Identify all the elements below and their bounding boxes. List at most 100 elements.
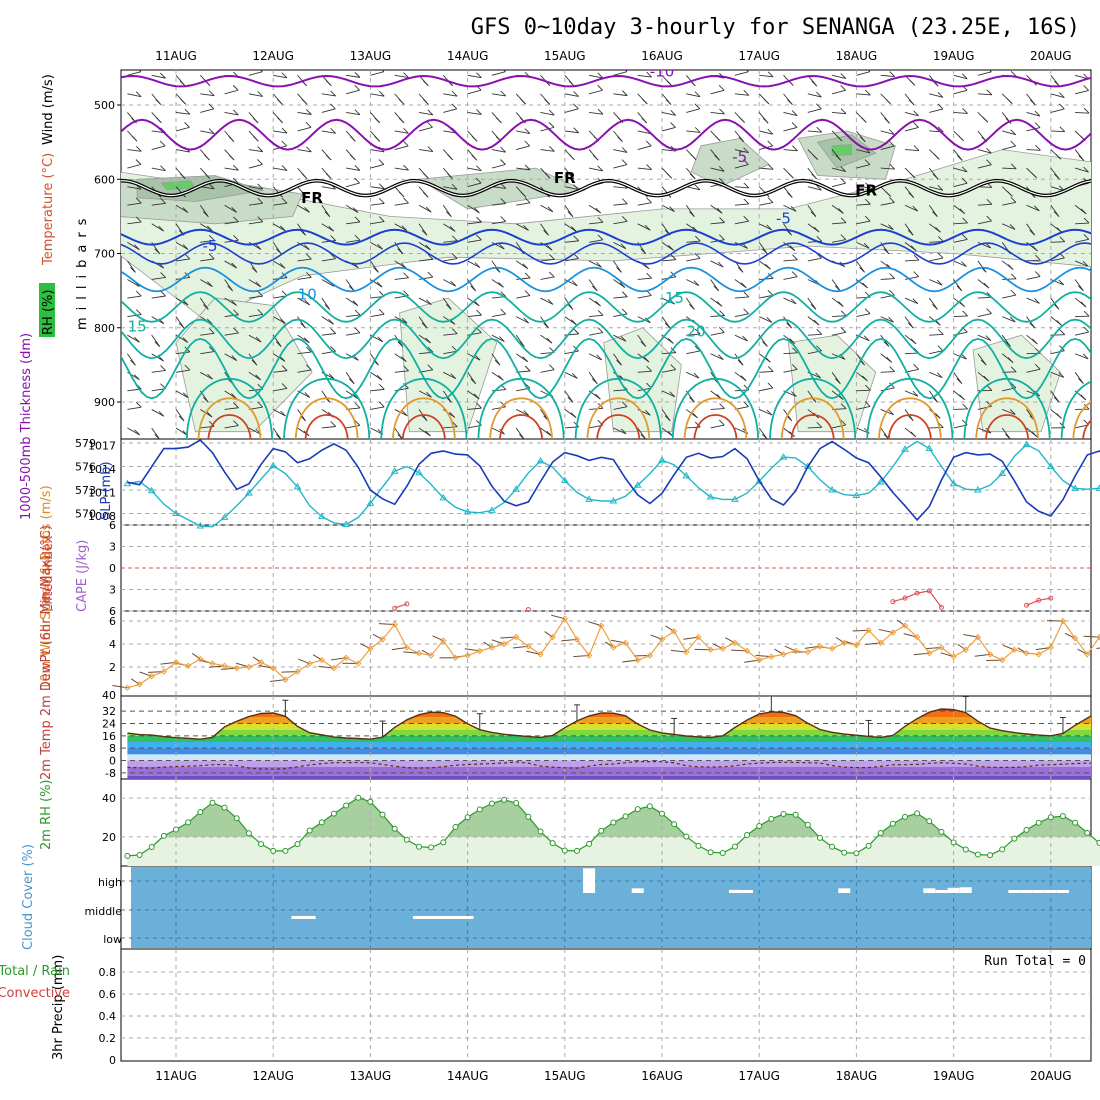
wind-barb-flag — [549, 254, 555, 260]
wind-barb-flag — [252, 136, 259, 142]
wind-barb — [758, 427, 768, 439]
wind-barb — [467, 177, 482, 188]
thickness-tick-label: 576 — [75, 461, 96, 474]
wind-barb-flag — [231, 355, 238, 361]
wind-barb-flag — [645, 140, 652, 147]
wind-barb-flag — [494, 359, 501, 366]
wind-barb-flag — [913, 254, 920, 261]
wind-barb-flag — [786, 229, 792, 236]
wind-speed-point — [1035, 651, 1042, 658]
wind-barb — [564, 235, 580, 243]
wind-barb — [783, 204, 797, 212]
rh2m-point — [330, 810, 337, 817]
wind-barb — [1050, 92, 1065, 98]
wind-barb-shaft — [807, 426, 822, 429]
wind-barb-flag — [791, 391, 797, 397]
wind-barb-shaft — [710, 89, 725, 95]
wind-barb — [661, 122, 676, 132]
wind-barb-flag — [840, 419, 847, 426]
cloud-bars — [291, 868, 1069, 919]
wind-barb-shaft — [783, 149, 798, 152]
wind-barb — [564, 409, 577, 419]
wind-barb-shaft — [661, 149, 676, 152]
wind-barb-flag — [476, 165, 482, 172]
wind-barb-shaft — [734, 164, 749, 169]
wind-barb-flag — [766, 409, 773, 416]
wind-barb — [491, 334, 505, 342]
wind-barb — [418, 253, 434, 262]
wind-barb-shaft — [734, 93, 749, 96]
wind-barb-shaft — [904, 276, 919, 280]
wind-barb-flag — [867, 70, 871, 73]
precip-tick-label: 0.2 — [99, 1032, 117, 1045]
wind-barb-shaft — [904, 111, 919, 117]
rh2m-point — [488, 800, 495, 807]
wind-barb-shaft — [759, 223, 772, 231]
wind-barb — [1050, 167, 1060, 180]
wind-barb-flag — [449, 412, 456, 418]
wind-barb — [346, 420, 361, 429]
wind-barb-flag — [306, 109, 312, 115]
wind-barb — [224, 204, 237, 213]
rh2m-point — [561, 847, 568, 854]
wind-barb-flag — [986, 385, 993, 391]
wind-barb-shaft — [151, 409, 165, 417]
wind-barb-flag — [1032, 245, 1038, 252]
wind-barb-shaft — [953, 239, 968, 243]
wind-barb — [200, 371, 213, 380]
wind-barb-flag — [1078, 155, 1085, 161]
wind-barb — [710, 297, 723, 307]
wind-barb-shaft — [515, 223, 529, 231]
wind-barb-flag — [473, 300, 480, 307]
wind-barb — [345, 204, 359, 213]
contour-label: FR — [301, 189, 323, 207]
wind-speed-point — [1084, 651, 1091, 658]
wind-barb-flag — [889, 273, 895, 279]
wind-barb — [613, 241, 627, 250]
rh2m-point — [719, 850, 726, 857]
wind-barb — [564, 371, 578, 379]
wind-barb-flag — [1010, 289, 1017, 296]
wind-barb-shaft — [418, 126, 433, 132]
wind-barb — [273, 127, 288, 134]
wind-barb-flag — [816, 91, 822, 98]
wind-barb — [1026, 93, 1036, 106]
wind-barb-shaft — [856, 93, 871, 96]
wind-barb-shaft — [394, 167, 409, 171]
wind-barb-shaft — [856, 220, 871, 225]
wind-barb — [127, 334, 140, 343]
wind-barb-flag — [767, 273, 774, 279]
wind-barb-flag — [330, 328, 337, 334]
wind-barb-shaft — [151, 369, 166, 373]
wind-barb-shaft — [564, 108, 579, 113]
wind-barb — [200, 253, 215, 262]
wind-barb — [1002, 197, 1017, 206]
rh2m-point — [877, 830, 884, 837]
wind-barb-flag — [325, 80, 332, 86]
wind-barb — [272, 409, 286, 417]
wind-barb — [686, 103, 701, 113]
thickness-point — [1071, 484, 1079, 491]
wind-barb-shaft — [1050, 279, 1064, 286]
wind-barb — [904, 204, 919, 212]
wind-barb — [151, 165, 166, 172]
wind-barb — [200, 279, 213, 287]
wind-barb-flag — [354, 309, 361, 316]
wind-barb-shaft — [661, 204, 675, 212]
wind-barb-shaft — [224, 111, 239, 116]
wind-barb-flag — [888, 316, 894, 323]
wind-barb — [321, 127, 336, 134]
wind-barb-shaft — [904, 127, 919, 132]
wind-barb — [224, 279, 234, 292]
wind-barb-shaft — [200, 258, 215, 262]
wind-barb-shaft — [880, 145, 895, 150]
wind-barb — [151, 198, 166, 206]
high-cloud-bar — [728, 889, 741, 893]
wind-barb — [977, 279, 990, 289]
wind-barb-shaft — [272, 316, 286, 324]
wind-barb-flag — [1059, 103, 1065, 110]
rh2m-point — [902, 813, 908, 820]
wind-barb-flag — [961, 353, 967, 360]
wind-barb-flag — [622, 291, 628, 298]
wind-barb-shaft — [394, 316, 408, 324]
